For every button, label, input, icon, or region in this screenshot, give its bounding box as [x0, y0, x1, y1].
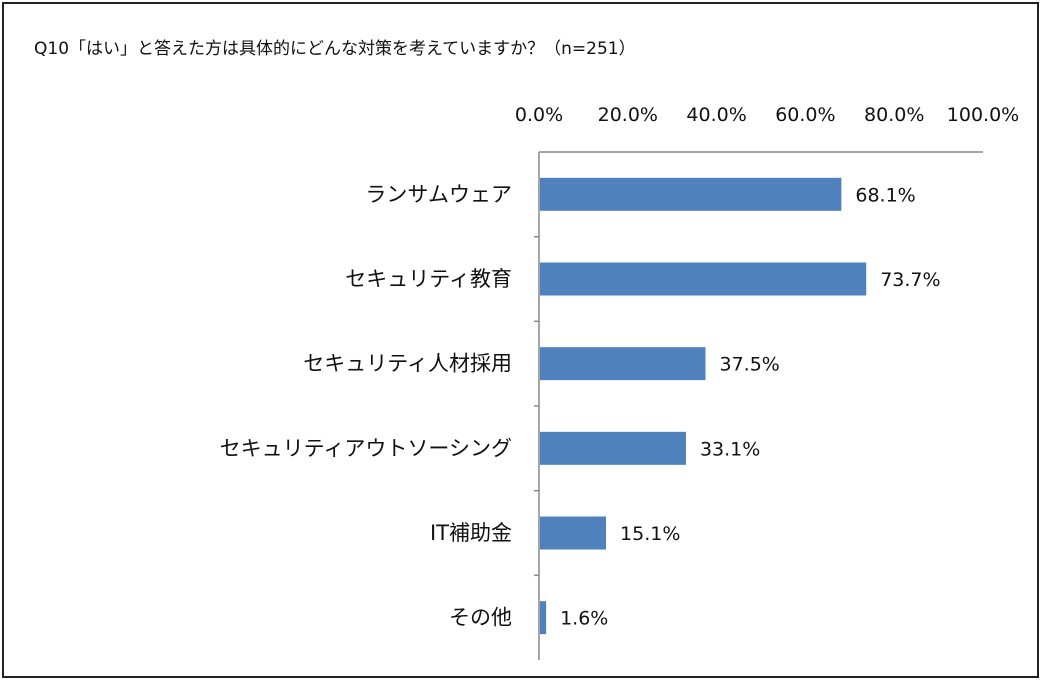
category-label: セキュリティ人材採用: [303, 352, 512, 376]
x-tick-label: 80.0%: [864, 104, 924, 126]
bar: [540, 516, 607, 550]
chart-title: Q10「はい」と答えた方は具体的にどんな対策を考えていますか？（n=251）: [34, 39, 636, 59]
category-label: IT補助金: [430, 521, 512, 545]
category-label: セキュリティアウトソーシング: [220, 436, 512, 460]
category-label: その他: [449, 606, 512, 630]
x-tick-label: 20.0%: [598, 104, 658, 126]
x-tick-label: 0.0%: [515, 104, 563, 126]
x-tick-label: 100.0%: [947, 104, 1019, 126]
category-label: ランサムウェア: [365, 182, 512, 206]
bar: [540, 262, 867, 296]
data-label: 33.1%: [700, 438, 760, 460]
bar: [540, 601, 547, 635]
bar: [540, 431, 686, 465]
data-label: 37.5%: [720, 354, 780, 376]
data-label: 68.1%: [855, 184, 915, 206]
bar: [540, 347, 706, 381]
bar: [540, 177, 842, 211]
data-label: 15.1%: [620, 523, 680, 545]
x-tick-label: 40.0%: [686, 104, 746, 126]
data-label: 1.6%: [560, 608, 608, 630]
x-tick-label: 60.0%: [775, 104, 835, 126]
category-label: セキュリティ教育: [345, 267, 512, 291]
data-label: 73.7%: [880, 269, 940, 291]
